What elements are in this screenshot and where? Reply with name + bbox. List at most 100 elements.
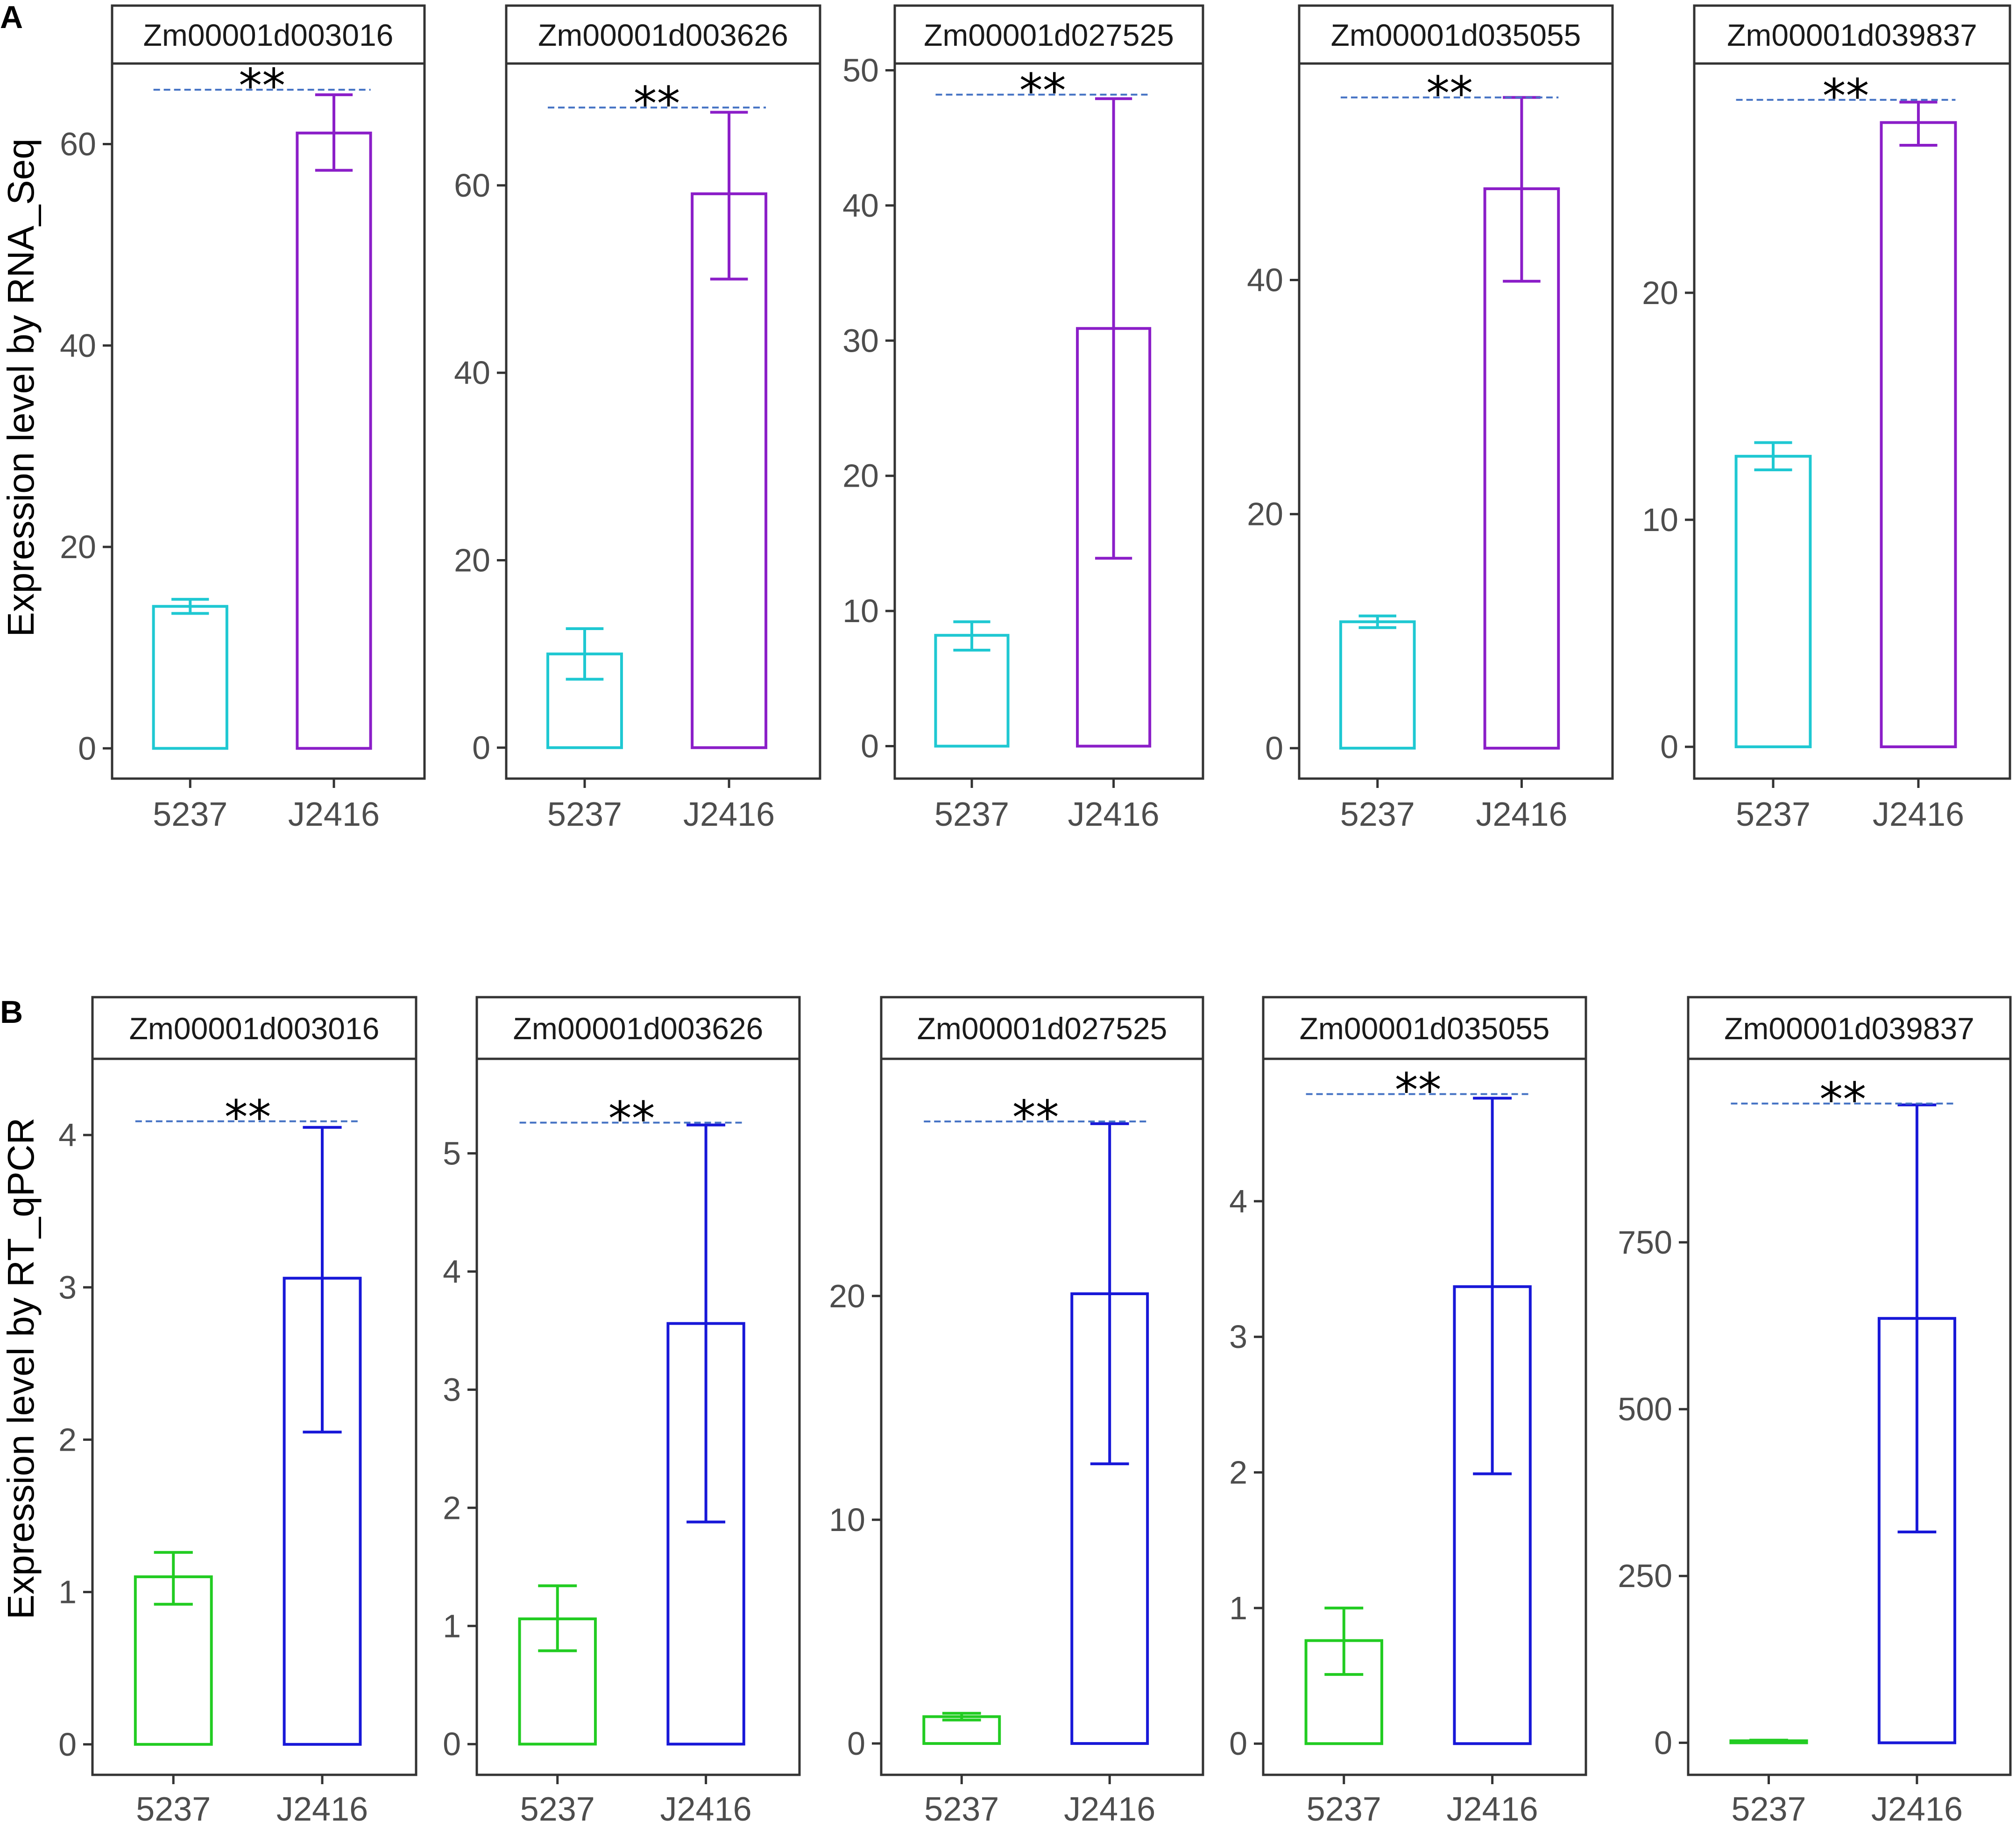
bar	[296, 131, 372, 750]
x-tick-label: 5237	[934, 796, 1009, 833]
y-tick-label: 2	[443, 1489, 461, 1526]
y-tick-label: 3	[443, 1371, 461, 1408]
bar	[1339, 620, 1416, 750]
y-tick-label: 40	[454, 354, 490, 391]
facet-title: Zm00001d035055	[1331, 18, 1581, 52]
bar	[691, 192, 768, 749]
y-tick-label: 1	[1229, 1590, 1247, 1626]
y-tick-label: 2	[58, 1421, 77, 1458]
significance-label: **	[225, 1090, 271, 1145]
facet-title: Zm00001d039837	[1724, 1011, 1974, 1046]
chart-panel: Zm00001d039837 0 10 20 5237 J2416 **	[1642, 4, 2011, 833]
x-tick-label: 5237	[520, 1791, 595, 1822]
y-tick-label: 10	[842, 593, 879, 629]
facet-strip	[893, 4, 1204, 65]
facet-title: Zm00001d003016	[129, 1011, 380, 1046]
y-tick-label: 250	[1618, 1558, 1672, 1594]
chart-panel: Zm00001d035055 0 1 2 3 4 5237 J2416 **	[1229, 996, 1587, 1822]
y-tick-label: 40	[1247, 262, 1283, 298]
chart-panel: Zm00001d003016 0 20 40 60 5237 J2416 **	[60, 4, 426, 833]
significance-label: **	[1426, 66, 1473, 121]
significance-label: **	[1019, 64, 1066, 118]
x-tick-label: J2416	[1068, 796, 1160, 833]
y-axis-label-rt-qpcr: Expression level by RT_qPCR	[0, 1118, 42, 1620]
y-tick-label: 20	[60, 529, 96, 565]
x-tick-label: J2416	[683, 796, 775, 833]
x-tick-label: J2416	[1447, 1791, 1538, 1822]
y-tick-label: 5	[443, 1135, 461, 1171]
y-tick-label: 1	[58, 1574, 77, 1610]
panel-border	[91, 1057, 417, 1776]
bar	[934, 634, 1010, 748]
significance-label: **	[608, 1092, 655, 1146]
y-tick-label: 20	[1247, 496, 1283, 532]
bar	[1734, 454, 1812, 748]
chart-panel: Zm00001d027525 0 10 20 5237 J2416 **	[829, 996, 1204, 1822]
x-tick-label: J2416	[1871, 1791, 1963, 1822]
y-tick-label: 40	[60, 327, 96, 364]
panel-letter-b: B	[0, 994, 23, 1030]
panel-border	[475, 1057, 801, 1776]
y-tick-label: 20	[454, 542, 490, 578]
y-tick-label: 60	[60, 126, 96, 163]
y-axis-label-rna-seq: Expression level by RNA_Seq	[0, 138, 42, 637]
facet-strip	[1687, 996, 2012, 1060]
x-tick-label: J2416	[276, 1791, 368, 1822]
chart-panel: Zm00001d003626 0 20 40 60 5237 J2416 **	[454, 4, 821, 833]
panel-border	[1687, 1057, 2012, 1776]
facet-strip	[1298, 4, 1614, 65]
y-tick-label: 60	[454, 167, 490, 204]
y-tick-label: 20	[829, 1278, 865, 1314]
y-tick-label: 4	[443, 1253, 461, 1290]
x-tick-label: 5237	[136, 1791, 211, 1822]
x-tick-label: J2416	[1476, 796, 1567, 833]
y-tick-label: 0	[1654, 1724, 1672, 1761]
panel-border	[893, 62, 1204, 780]
x-tick-label: 5237	[924, 1791, 999, 1822]
facet-title: Zm00001d027525	[917, 1011, 1167, 1046]
facet-title: Zm00001d039837	[1727, 18, 1977, 52]
chart-panel: Zm00001d027525 0 10 20 30 40 50 5237 J2416 **	[842, 4, 1204, 833]
y-tick-label: 0	[472, 730, 490, 766]
x-tick-label: 5237	[153, 796, 227, 833]
y-tick-label: 0	[1265, 730, 1283, 766]
x-tick-label: 5237	[1731, 1791, 1806, 1822]
significance-label: **	[1819, 1072, 1866, 1127]
panel-border	[1298, 62, 1614, 780]
y-tick-label: 0	[1660, 729, 1678, 765]
y-tick-label: 4	[58, 1117, 77, 1153]
panel-border	[505, 62, 821, 780]
y-tick-label: 0	[1229, 1725, 1247, 1762]
panel-border	[1262, 1057, 1587, 1776]
facet-title: Zm00001d035055	[1300, 1011, 1550, 1046]
chart-panel: Zm00001d003016 0 1 2 3 4 5237 J2416 **	[58, 996, 417, 1822]
y-tick-label: 40	[842, 187, 879, 224]
chart-panel: Zm00001d039837 0 250 500 750 5237 J2416 **	[1618, 996, 2012, 1822]
facet-strip	[1262, 996, 1587, 1060]
y-tick-label: 10	[829, 1502, 865, 1538]
panel-border	[880, 1057, 1204, 1776]
facet-strip	[880, 996, 1204, 1060]
facet-title: Zm00001d003626	[538, 18, 788, 52]
y-tick-label: 0	[861, 728, 879, 765]
y-tick-label: 10	[1642, 502, 1678, 538]
y-tick-label: 0	[443, 1726, 461, 1762]
x-tick-label: J2416	[1873, 796, 1964, 833]
chart-panel: Zm00001d035055 0 20 40 5237 J2416 **	[1247, 4, 1614, 833]
x-tick-label: 5237	[547, 796, 622, 833]
y-tick-label: 0	[58, 1726, 77, 1763]
y-tick-label: 500	[1618, 1391, 1672, 1427]
x-tick-label: J2416	[288, 796, 380, 833]
significance-label: **	[1395, 1063, 1442, 1117]
y-tick-label: 3	[58, 1269, 77, 1305]
significance-label: **	[239, 58, 285, 113]
facet-title: Zm00001d027525	[924, 18, 1174, 52]
y-tick-label: 750	[1618, 1224, 1672, 1261]
bar	[152, 605, 228, 750]
panel-border	[1693, 62, 2011, 780]
y-tick-label: 30	[842, 322, 879, 359]
y-tick-label: 4	[1229, 1183, 1247, 1219]
facet-strip	[475, 996, 801, 1060]
panel-border	[111, 62, 426, 780]
